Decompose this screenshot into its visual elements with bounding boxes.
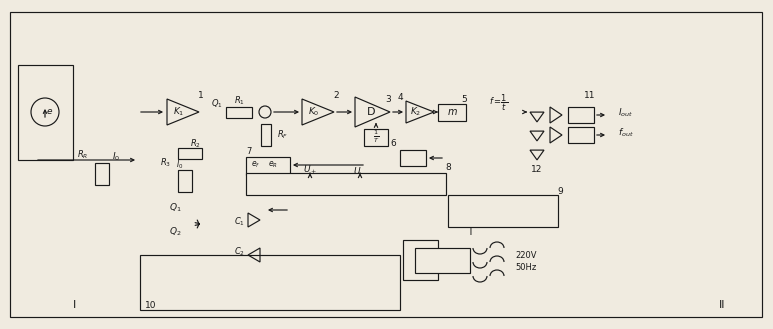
Text: $\frac{1}{T}$: $\frac{1}{T}$ xyxy=(373,129,379,145)
Circle shape xyxy=(31,98,59,126)
Text: 2: 2 xyxy=(333,90,339,99)
Text: 3: 3 xyxy=(385,94,391,104)
Text: $I_0$: $I_0$ xyxy=(176,159,184,171)
Text: $U_-$: $U_-$ xyxy=(352,165,367,175)
Text: $R_2$: $R_2$ xyxy=(189,138,200,150)
Text: $Q_1$: $Q_1$ xyxy=(169,202,182,214)
Text: $C_2$: $C_2$ xyxy=(234,246,245,258)
Bar xyxy=(403,240,438,280)
Text: $e$: $e$ xyxy=(46,108,53,116)
Text: $K_0$: $K_0$ xyxy=(308,106,320,118)
Text: $K_2$: $K_2$ xyxy=(410,106,421,118)
Bar xyxy=(448,195,558,227)
Text: $R_F$: $R_F$ xyxy=(277,129,288,141)
Bar xyxy=(400,150,426,166)
Bar xyxy=(140,255,400,310)
Bar xyxy=(246,157,290,175)
Text: $e_R$: $e_R$ xyxy=(268,160,278,170)
Text: $Q_2$: $Q_2$ xyxy=(169,226,181,238)
Text: $C_1$: $C_1$ xyxy=(234,216,245,228)
Text: $f_{out}$: $f_{out}$ xyxy=(618,127,634,139)
Text: T: T xyxy=(467,227,473,237)
Text: $K_1$: $K_1$ xyxy=(173,106,185,118)
Bar xyxy=(568,107,594,123)
Text: 9: 9 xyxy=(557,188,563,196)
Text: 7: 7 xyxy=(246,146,251,156)
Text: $U_+$: $U_+$ xyxy=(303,164,317,176)
Text: $e_f$: $e_f$ xyxy=(251,160,261,170)
Bar xyxy=(364,129,388,146)
Text: $R_R$: $R_R$ xyxy=(77,149,88,161)
Bar xyxy=(178,170,192,192)
Bar xyxy=(415,248,470,273)
Text: 4: 4 xyxy=(397,92,403,102)
Text: 220V: 220V xyxy=(515,251,536,261)
Text: D: D xyxy=(366,107,375,117)
Bar xyxy=(18,65,73,160)
Bar xyxy=(438,104,466,121)
Text: 1: 1 xyxy=(198,90,204,99)
Text: 6: 6 xyxy=(390,139,396,148)
Text: 11: 11 xyxy=(584,91,596,100)
Bar xyxy=(568,127,594,143)
Text: $R_1$: $R_1$ xyxy=(233,95,244,107)
Text: 5: 5 xyxy=(461,95,467,105)
Text: $f=\!\dfrac{1}{t}$: $f=\!\dfrac{1}{t}$ xyxy=(489,93,509,113)
Text: $R_3$: $R_3$ xyxy=(160,157,171,169)
Text: Ⅱ: Ⅱ xyxy=(719,300,725,310)
Text: $m$: $m$ xyxy=(447,107,458,117)
Text: $I_0$: $I_0$ xyxy=(112,151,120,163)
Bar xyxy=(261,124,271,146)
Text: 10: 10 xyxy=(145,300,156,310)
Text: 50Hz: 50Hz xyxy=(515,264,536,272)
Text: $Q_1$: $Q_1$ xyxy=(211,98,223,110)
Text: 12: 12 xyxy=(531,165,543,174)
Bar xyxy=(178,148,202,159)
Bar xyxy=(246,173,446,195)
Text: 8: 8 xyxy=(445,163,451,171)
Bar xyxy=(226,107,252,118)
Bar xyxy=(95,163,109,185)
Text: $I_{out}$: $I_{out}$ xyxy=(618,107,633,119)
Text: Ⅰ: Ⅰ xyxy=(73,300,76,310)
